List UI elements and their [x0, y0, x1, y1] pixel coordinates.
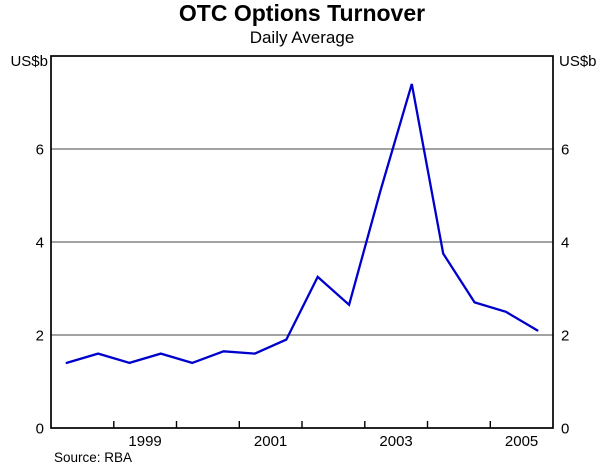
y-tick-label-left-4: 4 [36, 235, 44, 252]
source-note: Source: RBA [54, 450, 133, 465]
chart-subtitle: Daily Average [249, 28, 355, 47]
chart-title: OTC Options Turnover [178, 0, 426, 26]
y-tick-label-left-2: 2 [36, 328, 44, 345]
x-tick-label-2005: 2005 [505, 433, 538, 450]
y-tick-label-right-4: 4 [561, 235, 569, 252]
x-tick-label-2003: 2003 [379, 433, 412, 450]
x-tick-label-1999: 1999 [128, 433, 161, 450]
y-axis-unit-right: US$b [559, 53, 597, 70]
x-tick-label-2001: 2001 [254, 433, 287, 450]
y-tick-label-left-6: 6 [36, 142, 44, 159]
y-tick-label-left-0: 0 [36, 421, 44, 438]
y-tick-label-right-2: 2 [561, 328, 569, 345]
plot-border [50, 55, 554, 429]
turnover-line [65, 83, 539, 365]
y-tick-label-right-0: 0 [561, 421, 569, 438]
y-tick-label-right-6: 6 [561, 142, 569, 159]
y-axis-unit-left: US$b [10, 53, 48, 70]
